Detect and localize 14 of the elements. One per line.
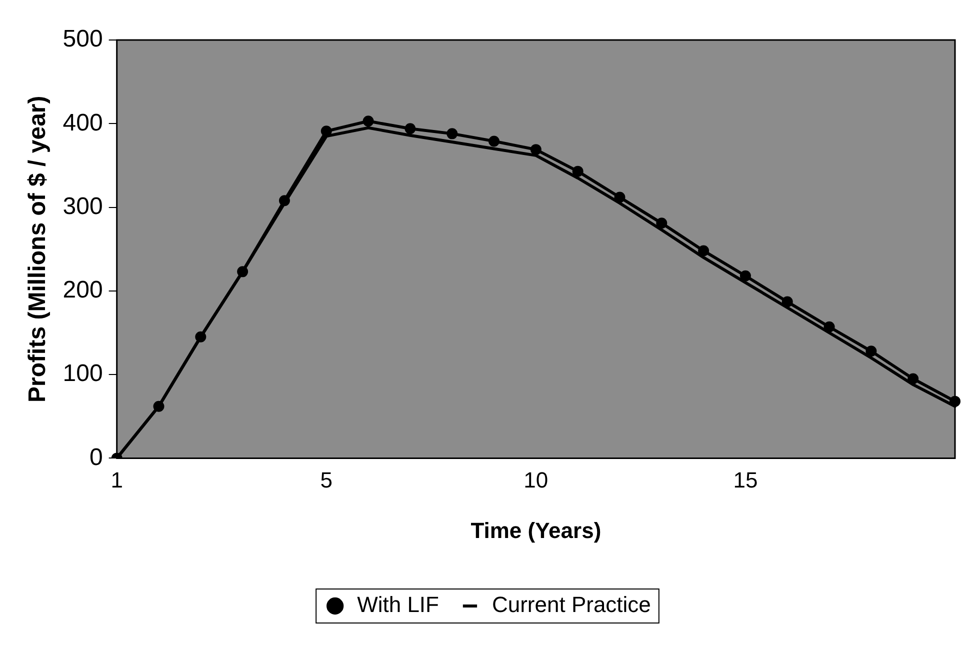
y-axis-title: Profits (Millions of $ / year): [24, 96, 52, 402]
y-tick-label: 100: [62, 360, 103, 388]
legend-label: With LIF: [357, 592, 439, 618]
x-axis-title: Time (Years): [470, 518, 602, 543]
x-tick-label: 1: [110, 467, 123, 492]
x-tick-label: 5: [320, 467, 333, 492]
y-tick-label: 500: [62, 26, 103, 53]
y-tick-label: 200: [62, 276, 103, 304]
y-tick-label: 0: [89, 444, 103, 471]
legend-label: Current Practice: [492, 592, 651, 618]
y-tick-label: 300: [62, 192, 103, 220]
x-tick-label: 15: [733, 467, 758, 492]
y-tick-label: 400: [62, 109, 103, 136]
x-tick-label: 10: [524, 467, 548, 492]
